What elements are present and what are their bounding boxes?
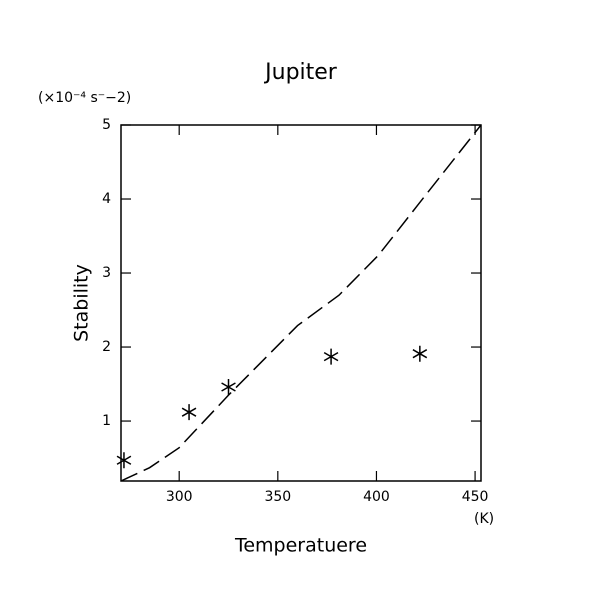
- x-tick-label: 300: [166, 489, 193, 505]
- x-axis-label: Temperatuere: [234, 535, 367, 557]
- x-tick-label: 400: [363, 489, 390, 505]
- chart-title: Jupiter: [263, 60, 338, 85]
- star-marker: [323, 348, 339, 365]
- star-marker: [116, 452, 132, 469]
- y-unit: (×10⁻⁴ s⁻−2): [38, 90, 131, 106]
- star-marker: [181, 404, 197, 421]
- x-unit: (K): [474, 511, 494, 527]
- y-tick-label: 1: [102, 413, 111, 429]
- x-tick-label: 450: [462, 489, 489, 505]
- y-tick-label: 3: [102, 265, 111, 281]
- y-tick-label: 4: [102, 191, 111, 207]
- star-marker: [412, 345, 428, 362]
- star-marker: [221, 379, 236, 396]
- x-tick-label: 350: [264, 489, 291, 505]
- y-axis-label: Stability: [71, 264, 93, 342]
- curve: [120, 124, 482, 482]
- y-tick-label: 5: [102, 117, 111, 133]
- plot-frame: [120, 124, 482, 482]
- y-tick-label: 2: [102, 339, 111, 355]
